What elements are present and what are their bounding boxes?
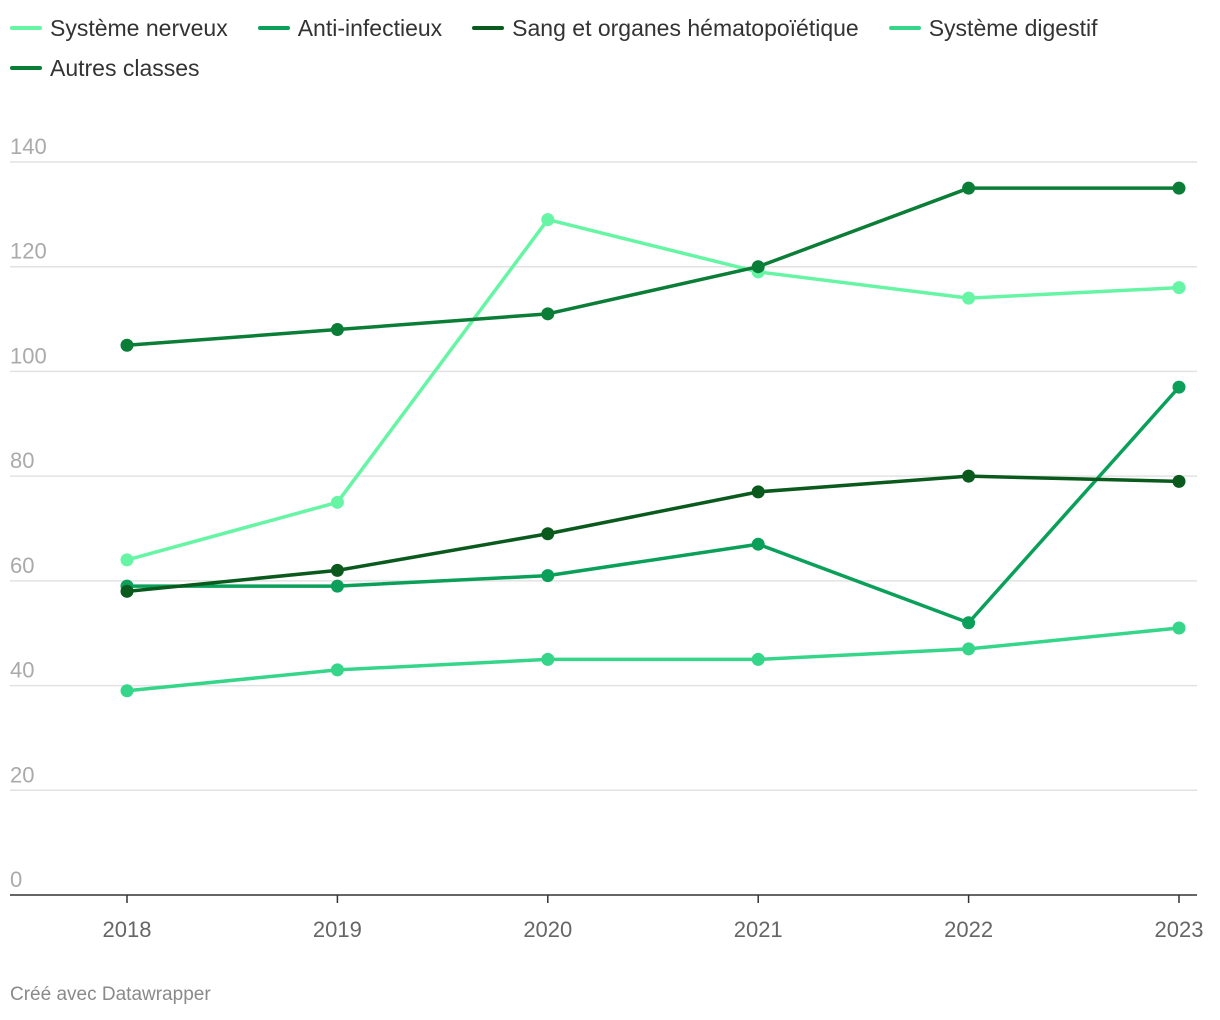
y-tick-label-80: 80: [10, 448, 34, 473]
series-4-point-2023: [1172, 181, 1186, 195]
legend-item-anti-infectieux: Anti-infectieux: [257, 14, 443, 42]
series-1-point-2019: [330, 579, 344, 593]
x-tick-label-2019: 2019: [313, 917, 362, 942]
series-4-point-2019: [330, 323, 344, 337]
series-1-line: [125, 385, 1181, 625]
y-tick-label-0: 0: [10, 867, 22, 892]
legend-swatch-systeme-nerveux: [10, 26, 42, 30]
series-4-line: [125, 186, 1181, 347]
x-tick-label-2022: 2022: [944, 917, 993, 942]
series-1-point-2022: [962, 616, 976, 630]
legend-item-autres-classes: Autres classes: [10, 54, 200, 82]
series-4-point-2022: [962, 181, 976, 195]
legend-label-systeme-digestif: Système digestif: [928, 14, 1098, 41]
y-tick-label-40: 40: [10, 658, 34, 683]
series-4-point-2018: [120, 338, 134, 352]
series-1-point-2023: [1172, 380, 1186, 394]
series-4-point-2020: [541, 307, 555, 321]
series-0-point-2018: [120, 553, 134, 567]
legend-label-systeme-nerveux: Système nerveux: [50, 14, 228, 41]
y-tick-label-100: 100: [10, 343, 47, 368]
credit-text: Créé avec Datawrapper: [10, 984, 211, 1005]
legend-label-autres-classes: Autres classes: [50, 54, 200, 81]
series-3-point-2020: [541, 652, 555, 666]
series-2-line: [125, 474, 1181, 594]
legend-label-sang: Sang et organes hématopoïétique: [512, 14, 859, 41]
legend-label-anti-infectieux: Anti-infectieux: [297, 14, 443, 41]
legend-item-systeme-nerveux: Système nerveux: [10, 14, 228, 42]
series-0-line: [125, 217, 1181, 562]
series-0-point-2023: [1172, 281, 1186, 295]
series-2-point-2020: [541, 527, 555, 541]
series-3-point-2019: [330, 663, 344, 677]
series-3-line: [125, 626, 1181, 693]
legend-swatch-anti-infectieux: [257, 26, 290, 30]
y-tick-label-120: 120: [10, 239, 47, 264]
series-2-point-2021: [751, 485, 765, 499]
series-2-point-2022: [962, 469, 976, 483]
series-3-point-2021: [751, 652, 765, 666]
series-2-point-2019: [330, 563, 344, 577]
legend-item-sang: Sang et organes hématopoïétique: [472, 14, 859, 42]
x-tick-label-2020: 2020: [523, 917, 572, 942]
chart-legend: Système nerveux Anti-infectieux Sang et …: [10, 14, 1200, 82]
legend-swatch-autres-classes: [10, 66, 42, 70]
series-3-point-2022: [962, 642, 976, 656]
x-tick-label-2018: 2018: [103, 917, 152, 942]
series-0-point-2022: [962, 291, 976, 305]
series-1-point-2020: [541, 569, 555, 583]
series-0-point-2020: [541, 213, 555, 227]
series-2-point-2023: [1172, 474, 1186, 488]
x-tick-label-2023: 2023: [1155, 917, 1204, 942]
series-0-point-2019: [330, 495, 344, 509]
legend-swatch-sang: [472, 26, 505, 30]
series-3-point-2018: [120, 684, 134, 698]
x-tick-label-2021: 2021: [734, 917, 783, 942]
y-tick-label-140: 140: [10, 134, 47, 159]
y-tick-label-20: 20: [10, 762, 34, 787]
y-tick-label-60: 60: [10, 553, 34, 578]
series-2-point-2018: [120, 584, 134, 598]
legend-item-systeme-digestif: Système digestif: [888, 14, 1098, 42]
series-3-point-2023: [1172, 621, 1186, 635]
legend-swatch-systeme-digestif: [888, 26, 921, 30]
series-1-point-2021: [751, 537, 765, 551]
series-4-point-2021: [751, 260, 765, 274]
